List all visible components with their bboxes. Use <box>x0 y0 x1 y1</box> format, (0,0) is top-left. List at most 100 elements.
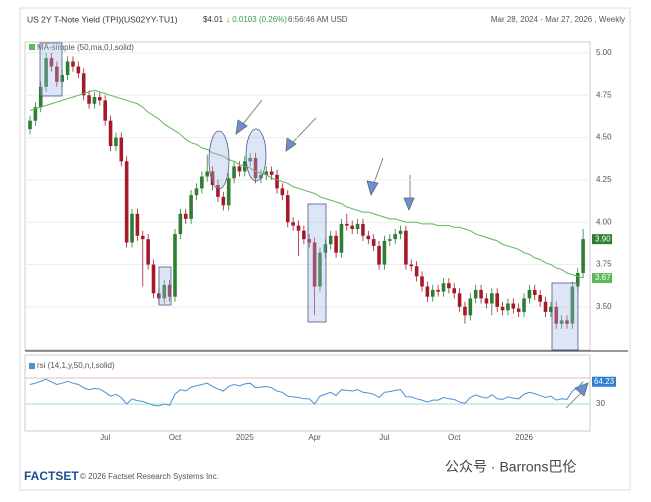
candle-body <box>124 161 129 243</box>
candle-body <box>527 289 532 299</box>
last-badge <box>592 234 612 245</box>
candle-body <box>543 301 548 312</box>
x-tick-label: 2025 <box>236 433 254 442</box>
candle-body <box>479 289 483 299</box>
copyright: © 2026 Factset Research Systems Inc. <box>80 472 219 481</box>
candle-body <box>200 176 204 189</box>
y-tick-label: 5.00 <box>596 48 612 57</box>
candle-body <box>361 223 365 236</box>
y-tick-label: 4.00 <box>596 217 612 226</box>
rsi-frame <box>24 354 591 432</box>
candle-body <box>55 66 59 82</box>
watermark: 公众号 · Barrons巴伦 <box>445 459 576 475</box>
candle-body <box>452 288 457 294</box>
last-badge-label: 3.90 <box>595 234 611 243</box>
candle-body <box>226 178 231 206</box>
candle-body <box>318 252 322 287</box>
candle-body <box>205 171 210 177</box>
candle-body <box>81 73 86 96</box>
candle-body <box>135 213 140 236</box>
candle-body <box>87 95 91 104</box>
candle-body <box>575 273 580 287</box>
y-tick-label: 3.75 <box>596 260 612 269</box>
candle-body <box>71 61 75 67</box>
change: ↓ 0.0103 (0.26%) <box>226 15 287 24</box>
candle-body <box>291 222 295 226</box>
candle-body <box>216 185 220 197</box>
candle-body <box>500 306 505 311</box>
y-tick-label: 4.75 <box>596 90 612 99</box>
candle-body <box>221 196 226 206</box>
y-tick-label: 4.25 <box>596 175 612 184</box>
candle-body <box>532 289 537 295</box>
candle-body <box>275 174 279 189</box>
candle-body <box>167 284 172 297</box>
candle-body <box>65 61 70 75</box>
candle-body <box>554 306 559 324</box>
candle-body <box>511 303 516 309</box>
candle-body <box>345 223 349 226</box>
candle-body <box>33 107 38 121</box>
rsi-line <box>29 378 584 407</box>
legend-swatch <box>29 44 35 50</box>
candle-body <box>253 157 258 179</box>
candle-body <box>307 239 312 243</box>
candle-body <box>280 188 285 196</box>
candle-body <box>140 235 145 240</box>
ma-badge <box>592 273 612 284</box>
candle-body <box>334 235 338 253</box>
candle-body <box>559 320 564 324</box>
legend-swatch <box>29 363 35 369</box>
candle-body <box>269 171 274 175</box>
rsi-badge <box>592 376 616 387</box>
candle-body <box>447 283 451 289</box>
candle-body <box>366 235 371 240</box>
candle-body <box>28 120 32 130</box>
candle-body <box>264 171 269 175</box>
x-tick-label: Jul <box>379 433 389 442</box>
candle-body <box>194 188 199 196</box>
candle-body <box>178 213 183 235</box>
candle-body <box>312 242 317 287</box>
candle-body <box>414 266 419 277</box>
candle-body <box>473 289 478 299</box>
candle-body <box>108 120 113 147</box>
candle-body <box>296 225 301 231</box>
x-tick-label: 2026 <box>515 433 533 442</box>
candle-body <box>259 174 263 179</box>
candle-body <box>506 303 510 311</box>
candle-body <box>387 239 392 241</box>
candle-body <box>114 137 118 147</box>
candle-body <box>339 223 344 253</box>
legend-label: rsi (14,1,y,50,n,l,solid) <box>37 361 115 370</box>
candle-body <box>468 298 473 316</box>
candle-body <box>495 293 499 307</box>
candle-body <box>237 166 242 172</box>
candle-body <box>538 295 542 302</box>
candle-body <box>151 264 156 294</box>
candle-body <box>146 239 150 265</box>
candle-body <box>183 213 188 219</box>
candle-body <box>189 195 193 219</box>
candle-body <box>490 293 494 304</box>
x-tick-label: Apr <box>308 433 321 442</box>
ma-line <box>29 89 584 279</box>
candle-body <box>302 230 306 240</box>
time: 6:56:46 AM USD <box>288 15 348 24</box>
candle-body <box>130 213 134 243</box>
range: Mar 28, 2024 - Mar 27, 2026 , Weekly <box>491 15 625 24</box>
candle-body <box>425 286 430 297</box>
candle-body <box>232 166 236 179</box>
legend-label: MA-simple (50,ma,0,l,solid) <box>37 43 134 52</box>
candle-body <box>565 320 569 324</box>
candle-body <box>398 230 403 235</box>
candle-body <box>248 157 252 162</box>
x-tick-label: Oct <box>169 433 182 442</box>
candle-body <box>173 234 177 297</box>
candle-body <box>323 244 328 253</box>
candle-body <box>549 306 553 312</box>
candle-body <box>420 276 424 287</box>
candle-body <box>371 239 376 246</box>
candle-body <box>92 97 97 104</box>
y-tick-label: 4.50 <box>596 133 612 142</box>
